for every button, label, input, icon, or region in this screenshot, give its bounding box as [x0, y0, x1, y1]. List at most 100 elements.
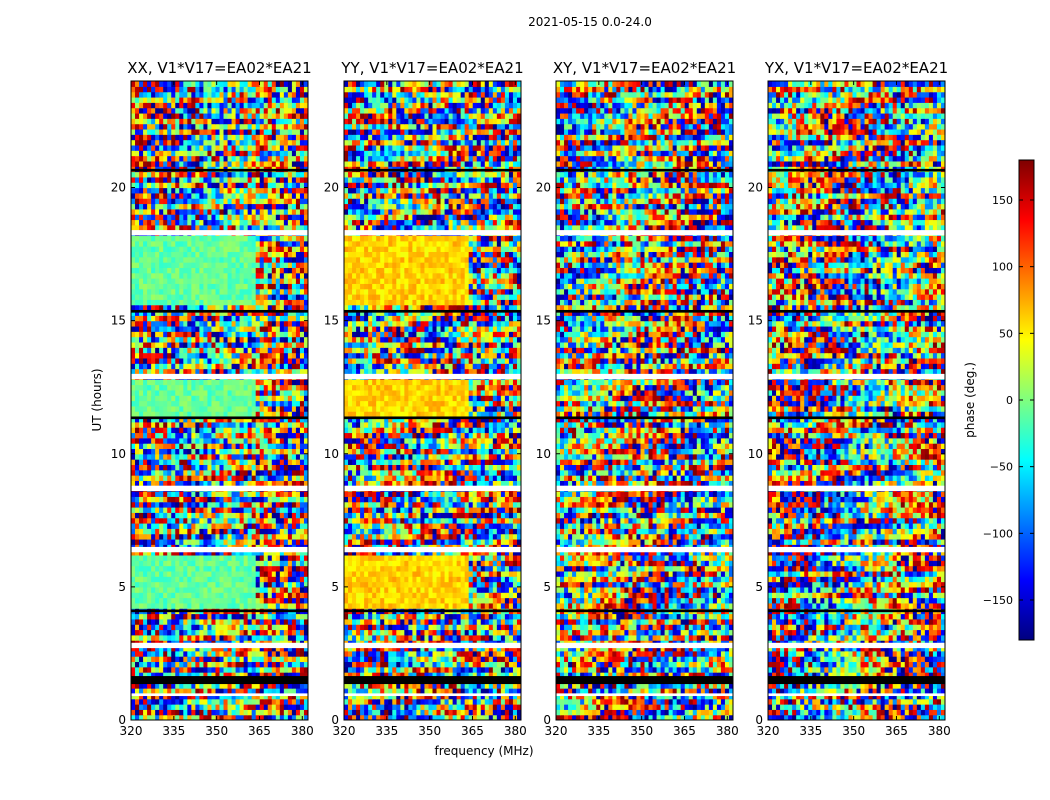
flagged-band	[344, 676, 521, 685]
flagged-band	[556, 230, 733, 236]
flagged-band	[556, 609, 733, 613]
flagged-band	[768, 693, 945, 697]
colorbar-tick-label: 50	[999, 327, 1013, 340]
y-tick-label: 0	[755, 713, 763, 727]
panel-xy: XY, V1*V17=EA02*EA21 320 335 350 365 380 0 5 10 1…	[536, 59, 739, 738]
x-tick-label: 335	[799, 724, 822, 738]
flagged-band	[556, 416, 733, 420]
x-tick-label: 335	[587, 724, 610, 738]
flagged-band	[768, 609, 945, 613]
phase-image	[768, 81, 945, 720]
y-tick-label: 20	[324, 181, 339, 195]
y-axis-label: UT (hours)	[90, 368, 104, 431]
y-tick-label: 5	[543, 580, 551, 594]
panel-xx: XX, V1*V17=EA02*EA21 320 335 350 365 380 0 5 10 1…	[111, 59, 314, 738]
flagged-band	[131, 485, 308, 492]
x-tick-label: 365	[673, 724, 696, 738]
x-axis-label: frequency (MHz)	[434, 744, 533, 758]
x-tick-label: 320	[333, 724, 356, 738]
flagged-band	[344, 416, 521, 420]
panel-title: YY, V1*V17=EA02*EA21	[340, 59, 523, 77]
y-tick-label: 10	[324, 447, 339, 461]
panel-frame	[767, 80, 946, 721]
y-tick-label: 20	[111, 181, 126, 195]
flagged-band	[344, 642, 521, 649]
y-tick-label: 5	[118, 580, 126, 594]
y-tick-label: 15	[536, 314, 551, 328]
flagged-band	[131, 609, 308, 613]
x-tick-label: 335	[375, 724, 398, 738]
flagged-band	[556, 642, 733, 649]
flagged-band	[131, 309, 308, 313]
y-tick-label: 10	[748, 447, 763, 461]
flagged-band	[556, 693, 733, 697]
flagged-band	[344, 546, 521, 553]
flagged-band	[768, 642, 945, 649]
phase-image	[131, 81, 308, 720]
flagged-band	[131, 168, 308, 172]
colorbar-tick-label: 0	[1006, 394, 1013, 407]
flagged-band	[131, 416, 308, 420]
flagged-band	[556, 485, 733, 492]
flagged-band	[131, 373, 308, 380]
x-tick-label: 380	[716, 724, 739, 738]
flagged-band	[344, 230, 521, 236]
x-tick-label: 365	[248, 724, 271, 738]
panel-frame	[555, 80, 734, 721]
panel-frame	[343, 80, 522, 721]
y-tick-label: 0	[543, 713, 551, 727]
flagged-band	[556, 546, 733, 553]
flagged-band	[768, 168, 945, 172]
panel-yx: YX, V1*V17=EA02*EA21 320 335 350 365 380 0 5 10 1…	[748, 59, 951, 738]
y-tick-label: 0	[331, 713, 339, 727]
x-tick-label: 320	[120, 724, 143, 738]
y-tick-label: 5	[755, 580, 763, 594]
y-tick-label: 5	[331, 580, 339, 594]
x-tick-label: 380	[291, 724, 314, 738]
x-tick-label: 350	[842, 724, 865, 738]
flagged-band	[768, 485, 945, 492]
colorbar-tick-label: 150	[992, 194, 1013, 207]
flagged-band	[556, 676, 733, 685]
flagged-band	[556, 373, 733, 380]
phase-image	[556, 81, 733, 720]
panel-title: XY, V1*V17=EA02*EA21	[553, 59, 736, 77]
x-tick-label: 350	[630, 724, 653, 738]
flagged-band	[131, 642, 308, 649]
flagged-band	[344, 693, 521, 697]
flagged-band	[131, 676, 308, 685]
panel-group: XX, V1*V17=EA02*EA21 320 335 350 365 380 0 5 10 1…	[111, 59, 951, 738]
x-tick-label: 320	[545, 724, 568, 738]
flagged-band	[131, 546, 308, 553]
flagged-band	[556, 309, 733, 313]
flagged-band	[768, 230, 945, 236]
flagged-band	[768, 676, 945, 685]
x-tick-label: 365	[885, 724, 908, 738]
flagged-band	[131, 230, 308, 236]
flagged-band	[344, 485, 521, 492]
x-tick-label: 350	[418, 724, 441, 738]
panel-frame	[130, 80, 309, 721]
colorbar-tick-label: −150	[983, 594, 1013, 607]
flagged-band	[768, 309, 945, 313]
y-tick-label: 15	[324, 314, 339, 328]
y-tick-label: 20	[748, 181, 763, 195]
panel-yy: YY, V1*V17=EA02*EA21 320 335 350 365 380 0 5 10 1…	[324, 59, 527, 738]
colorbar-tick-label: −100	[983, 527, 1013, 540]
figure-suptitle: 2021-05-15 0.0-24.0	[528, 15, 652, 29]
colorbar-label: phase (deg.)	[963, 362, 977, 438]
y-tick-label: 10	[111, 447, 126, 461]
flagged-band	[344, 168, 521, 172]
phase-image	[344, 81, 521, 720]
x-tick-label: 320	[757, 724, 780, 738]
colorbar-tick-label: 100	[992, 261, 1013, 274]
x-tick-label: 350	[205, 724, 228, 738]
y-tick-label: 15	[748, 314, 763, 328]
y-tick-label: 10	[536, 447, 551, 461]
x-tick-label: 380	[504, 724, 527, 738]
x-tick-label: 365	[461, 724, 484, 738]
flagged-band	[556, 168, 733, 172]
flagged-band	[131, 693, 308, 697]
x-tick-label: 380	[928, 724, 951, 738]
